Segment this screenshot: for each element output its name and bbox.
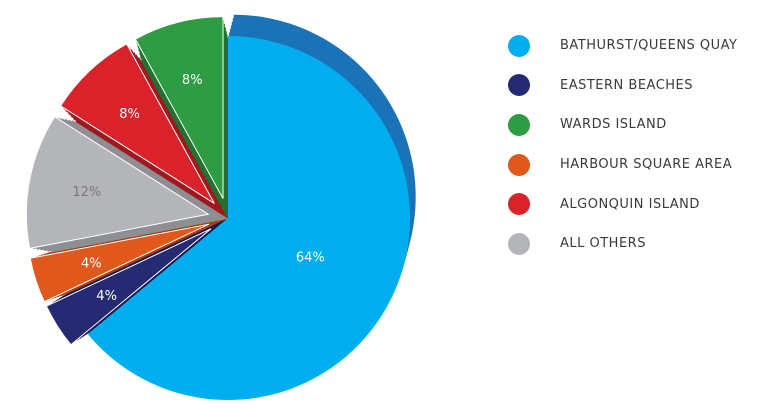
legend-label: ALL OTHERS — [560, 236, 646, 252]
pie-slice-all-others[interactable] — [25, 116, 210, 249]
legend-swatch-icon — [508, 34, 530, 57]
pie-slice-algonquin-island[interactable] — [59, 43, 215, 204]
legend-item-all-others: ALL OTHERS — [508, 224, 738, 264]
legend-item-harbour-square-area: HARBOUR SQUARE AREA — [508, 145, 738, 185]
slice-label-eastern-beaches: 4% — [96, 289, 117, 304]
pie-slice-faces — [25, 16, 410, 401]
legend-swatch-icon — [508, 74, 530, 97]
slice-label-harbour-square-area: 4% — [81, 256, 102, 271]
legend-swatch-icon — [508, 113, 530, 136]
legend-item-wards-island: WARDS ISLAND — [508, 105, 738, 145]
slice-label-wards-island: 8% — [182, 73, 203, 88]
slice-label-all-others: 12% — [72, 185, 101, 200]
legend-swatch-icon — [508, 232, 530, 255]
slice-label-bathurst-queens-quay: 64% — [296, 251, 325, 266]
legend-swatch-icon — [508, 193, 530, 216]
legend-swatch-icon — [508, 153, 530, 176]
slice-label-algonquin-island: 8% — [119, 107, 140, 122]
pie-slice-eastern-beaches[interactable] — [45, 228, 212, 346]
chart-legend: BATHURST/QUEENS QUAY EASTERN BEACHES WARDS… — [508, 26, 738, 264]
pie-slice-wards-island[interactable] — [134, 16, 224, 199]
pie-slice-harbour-square-area[interactable] — [29, 223, 210, 303]
pie-slice-bathurst-queens-quay[interactable] — [87, 36, 410, 401]
legend-item-bathurst-queens-quay: BATHURST/QUEENS QUAY — [508, 26, 738, 66]
legend-label: EASTERN BEACHES — [560, 77, 694, 93]
pie-chart: 64% 4% 4% 12% 8% 8% — [25, 14, 416, 401]
legend-label: HARBOUR SQUARE AREA — [560, 157, 733, 173]
legend-label: BATHURST/QUEENS QUAY — [560, 38, 738, 54]
legend-item-algonquin-island: ALGONQUIN ISLAND — [508, 184, 738, 224]
legend-label: WARDS ISLAND — [560, 117, 667, 133]
legend-label: ALGONQUIN ISLAND — [560, 196, 700, 212]
legend-item-eastern-beaches: EASTERN BEACHES — [508, 66, 738, 106]
